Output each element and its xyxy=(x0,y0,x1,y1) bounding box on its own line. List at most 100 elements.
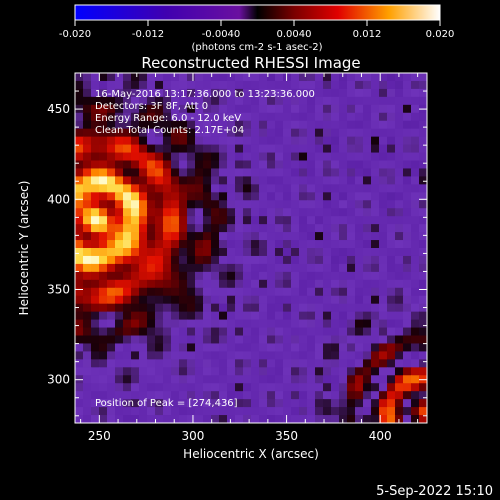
heatmap-cell xyxy=(123,200,132,209)
heatmap-cell xyxy=(403,255,412,265)
heatmap-cell xyxy=(91,224,100,233)
heatmap-cell xyxy=(227,128,236,138)
heatmap-cell xyxy=(411,200,420,209)
heatmap-cell xyxy=(267,287,276,297)
heatmap-cell xyxy=(291,303,300,313)
heatmap-cell xyxy=(155,240,164,249)
heatmap-cell xyxy=(331,367,340,376)
heatmap-cell xyxy=(139,415,148,423)
heatmap-cell xyxy=(371,184,380,193)
heatmap-cell xyxy=(187,104,196,114)
heatmap-cell xyxy=(235,359,244,368)
heatmap-cell xyxy=(131,88,140,98)
heatmap-cell xyxy=(163,287,172,297)
heatmap-cell xyxy=(107,112,116,122)
heatmap-cell xyxy=(107,319,116,329)
heatmap-cell xyxy=(155,168,164,177)
heatmap-cell xyxy=(115,319,124,329)
heatmap-cell xyxy=(395,224,404,233)
heatmap-cell xyxy=(363,184,372,193)
heatmap-cell xyxy=(395,319,404,329)
heatmap-cell xyxy=(387,415,396,423)
heatmap-cell xyxy=(99,96,108,106)
heatmap-cell xyxy=(259,144,268,154)
heatmap-cell xyxy=(355,303,364,313)
heatmap-cell xyxy=(299,224,308,233)
heatmap-cell xyxy=(291,232,300,241)
heatmap-cell xyxy=(403,287,412,297)
heatmap-cell xyxy=(339,176,348,185)
heatmap-cell xyxy=(371,415,380,423)
heatmap-cell xyxy=(403,263,412,273)
heatmap-cell xyxy=(299,359,308,368)
heatmap-cell xyxy=(131,311,140,321)
heatmap-cell xyxy=(187,295,196,305)
heatmap-cell xyxy=(299,415,308,423)
heatmap-cell xyxy=(155,279,164,289)
heatmap-cell xyxy=(155,351,164,360)
heatmap-cell xyxy=(99,287,108,297)
heatmap-cell xyxy=(195,327,204,337)
heatmap-cell xyxy=(139,303,148,313)
heatmap-cell xyxy=(115,391,124,400)
heatmap-cell xyxy=(379,192,388,201)
heatmap-cell xyxy=(115,136,124,146)
heatmap-cell xyxy=(275,311,284,321)
heatmap-cell xyxy=(147,136,156,146)
heatmap-cell xyxy=(211,248,220,257)
heatmap-cell xyxy=(195,208,204,217)
heatmap-cell xyxy=(179,407,188,416)
heatmap-cell xyxy=(251,88,260,98)
heatmap-cell xyxy=(139,343,148,352)
heatmap-cell xyxy=(139,184,148,193)
heatmap-cell xyxy=(227,399,236,408)
heatmap-cell xyxy=(363,208,372,217)
heatmap-cell xyxy=(307,88,316,98)
heatmap-cell xyxy=(331,248,340,257)
heatmap-cell xyxy=(123,295,132,305)
heatmap-cell xyxy=(283,176,292,185)
heatmap-cell xyxy=(379,80,388,90)
heatmap-cell xyxy=(411,415,420,423)
heatmap-cell xyxy=(75,319,84,329)
heatmap-cell xyxy=(219,319,228,329)
heatmap-cell xyxy=(291,255,300,265)
heatmap-cell xyxy=(339,200,348,209)
heatmap-cell xyxy=(195,248,204,257)
heatmap-cell xyxy=(83,248,92,257)
heatmap-cell xyxy=(131,295,140,305)
heatmap-cell xyxy=(411,192,420,201)
heatmap-cell xyxy=(379,351,388,360)
heatmap-cell xyxy=(155,391,164,400)
heatmap-cell xyxy=(315,343,324,352)
heatmap-cell xyxy=(379,391,388,400)
heatmap-cell xyxy=(291,287,300,297)
heatmap-cell xyxy=(339,160,348,170)
heatmap-cell xyxy=(227,208,236,217)
heatmap-cell xyxy=(403,383,412,392)
heatmap-cell xyxy=(243,415,252,423)
heatmap-cell xyxy=(227,279,236,289)
heatmap-cell xyxy=(155,383,164,392)
heatmap-cell xyxy=(227,343,236,352)
heatmap-cell xyxy=(291,311,300,321)
heatmap-cell xyxy=(411,391,420,400)
heatmap-cell xyxy=(115,184,124,193)
heatmap-cell xyxy=(315,208,324,217)
colorbar-tick-label: 0.012 xyxy=(353,29,382,40)
heatmap-cell xyxy=(379,248,388,257)
heatmap-cell xyxy=(195,407,204,416)
heatmap-cell xyxy=(291,399,300,408)
heatmap-cell xyxy=(419,240,427,249)
heatmap-cell xyxy=(155,287,164,297)
heatmap-cell xyxy=(203,375,212,384)
heatmap-cell xyxy=(307,335,316,345)
heatmap-cell xyxy=(179,96,188,106)
heatmap-cell xyxy=(83,287,92,297)
heatmap-cell xyxy=(131,335,140,345)
heatmap-cell xyxy=(331,240,340,249)
heatmap-cell xyxy=(123,319,132,329)
heatmap-cell xyxy=(219,343,228,352)
heatmap-cell xyxy=(211,224,220,233)
heatmap-cell xyxy=(123,120,132,130)
